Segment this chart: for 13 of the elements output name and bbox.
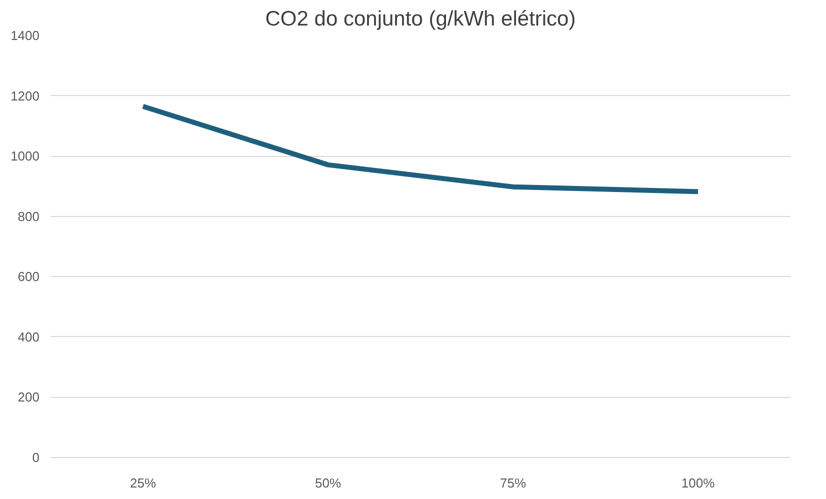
y-tick-label: 800 (18, 208, 40, 224)
y-tick-label: 1000 (10, 148, 40, 164)
x-tick-label: 75% (500, 476, 526, 490)
y-tick-label: 400 (18, 329, 40, 344)
x-tick-label: 50% (314, 476, 342, 490)
y-tick-label: 1400 (10, 28, 40, 43)
y-tick-label: 600 (18, 269, 40, 284)
y-tick-label: 0 (32, 450, 40, 465)
x-tick-label: 25% (130, 476, 156, 490)
chart-title: CO2 do conjunto (g/kWh elétrico) (265, 8, 576, 30)
x-tick-label: 100% (681, 476, 716, 490)
y-tick-label: 1200 (10, 88, 40, 104)
y-tick-label: 200 (18, 390, 40, 405)
